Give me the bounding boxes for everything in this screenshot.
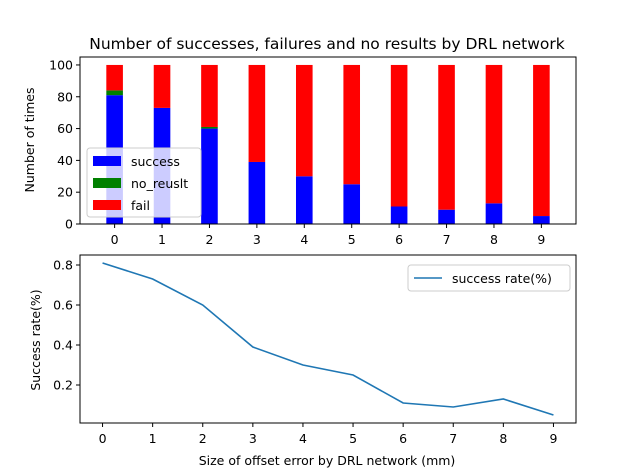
bottom-y-axis-label: Success rate(%) [28, 289, 43, 390]
bar-fail-9 [533, 64, 550, 217]
bar-success-6 [390, 206, 408, 224]
bar-success-2 [201, 128, 218, 224]
top-x-tick-label: 9 [537, 232, 545, 247]
bottom-y-tick-label: 0.4 [53, 338, 73, 353]
top-x-tick-label: 5 [348, 232, 356, 247]
top-y-axis-label: Number of times [22, 88, 37, 193]
top-y-tick-label: 60 [57, 121, 73, 136]
top-x-tick-label: 2 [205, 232, 213, 247]
top-chart-title: Number of successes, failures and no res… [89, 35, 564, 53]
bottom-x-tick-label: 8 [499, 431, 507, 446]
bar-fail-2 [201, 64, 218, 127]
bar-fail-7 [438, 64, 455, 210]
top-y-tick-label: 100 [49, 57, 73, 72]
bar-success-3 [248, 161, 266, 224]
stacked-bar-chart: Number of successes, failures and no res… [22, 35, 577, 247]
line-chart: 0 1 2 3 4 5 6 7 8 9 0.2 0.4 0.6 0.8 Size of offset er… [28, 254, 577, 468]
bar-fail-8 [485, 64, 503, 204]
bar-fail-0 [106, 64, 123, 91]
bottom-legend-label: success rate(%) [452, 271, 552, 286]
bottom-legend-box [407, 264, 571, 292]
top-y-tick-label: 0 [65, 217, 73, 232]
top-legend-swatch [93, 156, 121, 166]
bar-fail-6 [390, 64, 408, 207]
top-x-tick-label: 0 [111, 232, 119, 247]
bottom-y-tick-label: 0.8 [53, 258, 73, 273]
top-x-tick-label: 3 [253, 232, 261, 247]
bar-success-8 [485, 203, 503, 224]
bar-success-7 [438, 209, 455, 224]
top-y-tick-label: 20 [57, 185, 73, 200]
top-axes-frame [79, 56, 577, 225]
top-ticks: 0 1 2 3 4 5 6 7 8 9 0 20 40 60 80 100 [49, 57, 545, 247]
bottom-legend: success rate(%) [407, 264, 571, 292]
top-legend-label: success [131, 154, 180, 169]
bar-success-5 [343, 184, 361, 224]
bar-no-reuslt-0 [106, 90, 123, 96]
top-legend-swatch [93, 200, 121, 210]
bottom-line-series [102, 262, 554, 416]
bottom-x-tick-label: 5 [349, 431, 357, 446]
bottom-x-tick-label: 6 [399, 431, 407, 446]
bottom-axes-frame [79, 254, 577, 424]
bar-fail-4 [295, 64, 313, 177]
bar-fail-1 [153, 64, 171, 108]
bar-success-4 [295, 176, 313, 224]
top-x-tick-label: 1 [158, 232, 166, 247]
top-x-tick-label: 7 [443, 232, 451, 247]
success-rate-line [102, 262, 554, 416]
bar-no-reuslt-2 [201, 126, 218, 129]
bottom-x-tick-label: 4 [299, 431, 307, 446]
bar-fail-3 [248, 64, 266, 162]
bottom-ticks: 0 1 2 3 4 5 6 7 8 9 0.2 0.4 0.6 0.8 [53, 258, 557, 447]
bottom-y-tick-label: 0.2 [53, 378, 73, 393]
top-x-tick-label: 6 [395, 232, 403, 247]
bottom-x-axis-label: Size of offset error by DRL network (mm) [199, 453, 456, 468]
bottom-x-tick-label: 2 [199, 431, 207, 446]
top-legend-label: no_reuslt [131, 176, 188, 191]
top-y-tick-label: 80 [57, 89, 73, 104]
top-legend-label: fail [131, 198, 150, 213]
bar-fail-5 [343, 64, 361, 185]
bottom-x-tick-label: 7 [449, 431, 457, 446]
bar-success-9 [533, 216, 550, 224]
top-x-tick-label: 4 [300, 232, 308, 247]
bottom-x-tick-label: 0 [99, 431, 107, 446]
top-x-tick-label: 8 [490, 232, 498, 247]
bottom-x-tick-label: 3 [249, 431, 257, 446]
bottom-x-tick-label: 1 [149, 431, 157, 446]
top-legend-swatch [93, 178, 121, 188]
bottom-y-tick-label: 0.6 [53, 298, 73, 313]
bottom-x-tick-label: 9 [549, 431, 557, 446]
top-y-tick-label: 40 [57, 153, 73, 168]
